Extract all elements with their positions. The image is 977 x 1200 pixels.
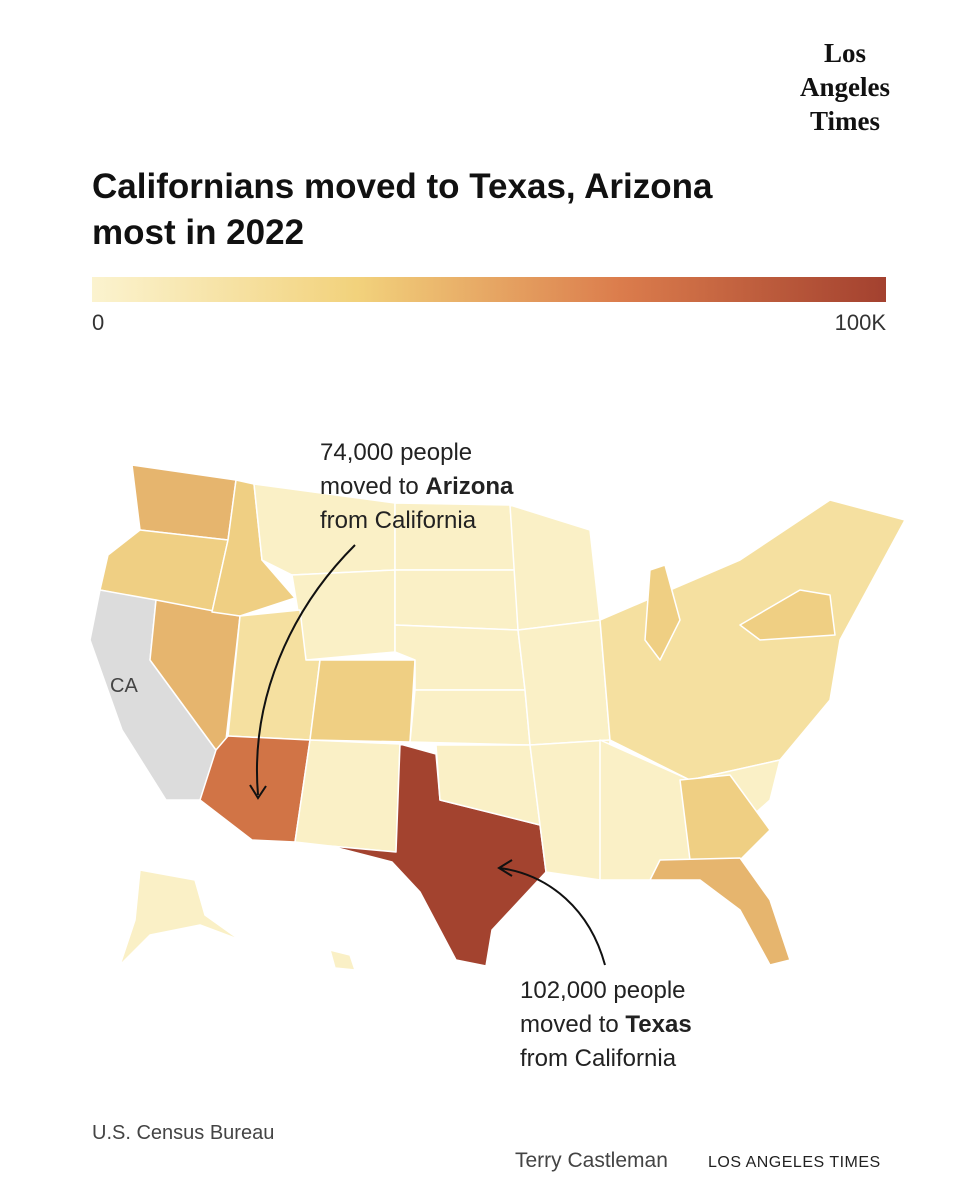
- legend-tick-label: 0: [92, 310, 104, 335]
- state: [599, 499, 906, 781]
- state: [309, 659, 416, 743]
- state: [679, 774, 771, 861]
- state: [517, 619, 611, 746]
- state: [394, 569, 519, 631]
- state: [649, 857, 791, 966]
- color-scale: [92, 277, 886, 302]
- state: [394, 624, 526, 691]
- annotation-text: moved to: [520, 1011, 619, 1038]
- map: [89, 464, 906, 971]
- state: [739, 589, 836, 641]
- annotation-line: 102,000 people: [520, 977, 686, 1004]
- arrowhead: [497, 859, 513, 877]
- annotation-line: from California: [520, 1045, 677, 1072]
- state: [291, 569, 396, 661]
- state: [644, 564, 681, 661]
- annotation-line: moved to Arizona: [320, 473, 514, 500]
- logo-line: Angeles: [800, 72, 890, 102]
- credit-author: Terry Castleman: [515, 1149, 668, 1172]
- annotation-text: moved to: [320, 473, 419, 500]
- title: most in 2022: [92, 213, 304, 252]
- annotation-bold: Arizona: [425, 473, 514, 500]
- state: [409, 689, 531, 746]
- state: [131, 464, 237, 541]
- state-hi: [329, 949, 356, 971]
- annotation-line: moved to Texas: [520, 1011, 692, 1038]
- credit-org: LOS ANGELES TIMES: [708, 1154, 881, 1171]
- map-label: CA: [110, 675, 138, 697]
- state: [294, 739, 401, 853]
- arrow: [256, 544, 356, 796]
- state-ak: [119, 869, 241, 966]
- source: U.S. Census Bureau: [92, 1122, 274, 1144]
- state-az: [199, 735, 311, 843]
- arrow: [499, 867, 606, 966]
- logo-line: Times: [810, 106, 880, 136]
- state: [509, 504, 601, 631]
- annotation-line: 74,000 people: [320, 439, 472, 466]
- legend-tick-label: 100K: [835, 310, 887, 335]
- annotation-bold: Texas: [625, 1011, 691, 1038]
- logo-line: Los: [824, 38, 866, 68]
- annotation-line: from California: [320, 507, 477, 534]
- title: Californians moved to Texas, Arizona: [92, 167, 713, 206]
- state: [529, 739, 611, 881]
- arrowhead: [249, 784, 267, 800]
